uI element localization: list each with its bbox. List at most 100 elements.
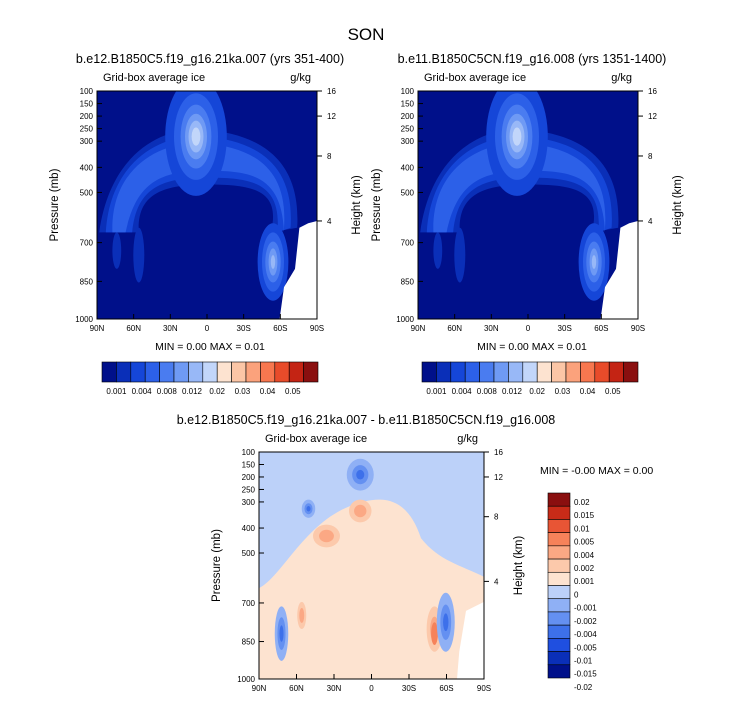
colorbar-box (547, 598, 571, 613)
y2-tick-label: 4 (327, 217, 332, 226)
y2-tick-label: 16 (327, 87, 336, 96)
colorbar-label: 0.015 (574, 511, 595, 520)
y2-tick-label: 12 (494, 473, 503, 482)
x-tick-label: 60N (126, 324, 141, 333)
y-axis-label: Pressure (mb) (211, 529, 223, 602)
colorbar-box (580, 361, 596, 383)
units-label: g/kg (290, 72, 311, 84)
x-tick-label: 60S (594, 324, 608, 333)
x-tick-label: 90S (310, 324, 324, 333)
y-tick-label: 250 (80, 125, 94, 134)
y2-tick-label: 12 (327, 112, 336, 121)
x-tick-label: 30N (327, 684, 342, 693)
y-tick-label: 400 (401, 163, 415, 172)
colorbar-box (260, 361, 276, 383)
colorbar-label: 0.012 (502, 387, 523, 396)
colorbar-box (547, 638, 571, 652)
colorbar-box (303, 361, 319, 383)
colorbar-box (288, 361, 304, 383)
missing-data (457, 601, 484, 679)
colorbar-label: 0.05 (285, 387, 301, 396)
stats-label: MIN = 0.00 MAX = 0.01 (155, 341, 265, 353)
colorbar-box (479, 361, 495, 383)
contour-band (443, 613, 449, 632)
colorbar-label: 0.004 (574, 551, 595, 560)
contour-band (112, 232, 122, 269)
contour-fill (97, 91, 317, 319)
y-tick-label: 500 (80, 188, 94, 197)
colorbar-label: 0.005 (574, 538, 595, 547)
colorbar-box (608, 361, 624, 383)
contour-fill (418, 91, 638, 319)
y2-tick-label: 8 (327, 152, 332, 161)
y-tick-label: 850 (401, 277, 415, 286)
contour-band (279, 625, 284, 642)
x-tick-label: 0 (369, 684, 374, 693)
colorbar-label: 0.001 (574, 577, 595, 586)
contour-band (433, 142, 606, 233)
colorbar-box (202, 361, 218, 383)
contour-band (299, 607, 305, 623)
colorbar-label: -0.002 (574, 617, 597, 626)
contour-band (306, 506, 311, 512)
colorbar-box (565, 361, 581, 383)
colorbar-label: 0.001 (106, 387, 127, 396)
colorbar-box (547, 532, 571, 547)
colorbar-label: 0.008 (157, 387, 178, 396)
y2-tick-label: 16 (648, 87, 657, 96)
colorbar-box (547, 492, 571, 507)
y-tick-label: 250 (401, 125, 415, 134)
x-tick-label: 60N (447, 324, 462, 333)
y-tick-label: 200 (242, 473, 256, 482)
x-tick-label: 0 (526, 324, 531, 333)
y-tick-label: 400 (80, 163, 94, 172)
y-tick-label: 250 (242, 485, 256, 494)
colorbar-box (547, 571, 571, 586)
panel-preindustrial-ice: b.e11.B1850C5CN.f19_g16.008 (yrs 1351-14… (371, 52, 684, 396)
contour-band (356, 469, 365, 480)
colorbar-label: 0.001 (426, 387, 447, 396)
colorbar-box (623, 361, 639, 383)
y-tick-label: 700 (80, 239, 94, 248)
y-tick-label: 700 (401, 239, 415, 248)
colorbar-label: 0.004 (132, 387, 153, 396)
colorbar-box (522, 361, 538, 383)
panel-title: b.e12.B1850C5.f19_g16.21ka.007 (yrs 351-… (76, 52, 344, 66)
y-tick-label: 300 (80, 137, 94, 146)
x-tick-label: 0 (205, 324, 210, 333)
x-tick-label: 60N (289, 684, 304, 693)
y-tick-label: 300 (242, 498, 256, 507)
units-label: g/kg (611, 72, 632, 84)
colorbar-box (159, 361, 175, 383)
y-tick-label: 500 (242, 549, 256, 558)
y-tick-label: 1000 (396, 315, 414, 324)
colorbar-box (547, 558, 571, 573)
y-tick-label: 300 (401, 137, 415, 146)
y2-tick-label: 4 (648, 217, 653, 226)
y-tick-label: 200 (401, 112, 415, 121)
colorbar-box (594, 361, 610, 383)
y2-axis-label: Height (km) (351, 175, 363, 235)
y-axis-label: Pressure (mb) (49, 168, 61, 241)
contour-band (433, 232, 443, 269)
colorbar-label: -0.02 (574, 683, 593, 692)
y-axis-label: Pressure (mb) (371, 168, 383, 241)
x-tick-label: 30S (237, 324, 251, 333)
y-tick-label: 150 (242, 460, 256, 469)
y2-tick-label: 4 (494, 577, 499, 586)
figure-title: SON (348, 25, 385, 44)
colorbar-label: 0.02 (209, 387, 225, 396)
colorbar-box (245, 361, 261, 383)
colorbar-box (547, 611, 571, 626)
colorbar-label: 0.05 (605, 387, 621, 396)
colorbar-box (493, 361, 509, 383)
units-label: g/kg (457, 433, 478, 445)
colorbar-label: 0.03 (555, 387, 571, 396)
colorbar-box (274, 361, 290, 383)
stats-label: MIN = -0.00 MAX = 0.00 (540, 465, 653, 477)
missing-data (600, 220, 638, 319)
x-tick-label: 60S (439, 684, 453, 693)
colorbar-box (130, 361, 146, 383)
x-tick-label: 30N (484, 324, 499, 333)
y2-tick-label: 12 (648, 112, 657, 121)
